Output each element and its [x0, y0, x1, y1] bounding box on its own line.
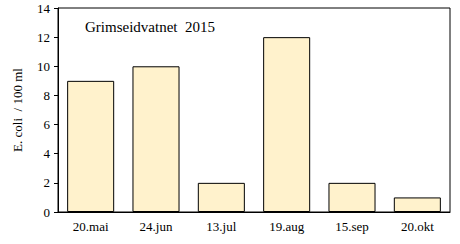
svg-text:14: 14	[37, 1, 51, 16]
svg-text:12: 12	[37, 30, 50, 45]
svg-text:8: 8	[44, 88, 51, 103]
svg-text:10: 10	[37, 59, 50, 74]
svg-text:E. coli / 100 ml: E. coli / 100 ml	[10, 68, 25, 152]
svg-text:20.okt: 20.okt	[401, 219, 434, 234]
svg-text:6: 6	[44, 117, 51, 132]
svg-text:0: 0	[44, 205, 51, 220]
svg-text:13.jul: 13.jul	[206, 219, 236, 234]
svg-text:Grimseidvatnet 2015: Grimseidvatnet 2015	[85, 19, 215, 35]
svg-text:20.mai: 20.mai	[73, 219, 109, 234]
svg-text:2: 2	[44, 175, 51, 190]
svg-text:24.jun: 24.jun	[140, 219, 173, 234]
svg-text:19.aug: 19.aug	[269, 219, 305, 234]
svg-text:4: 4	[44, 146, 51, 161]
svg-text:15.sep: 15.sep	[335, 219, 369, 234]
